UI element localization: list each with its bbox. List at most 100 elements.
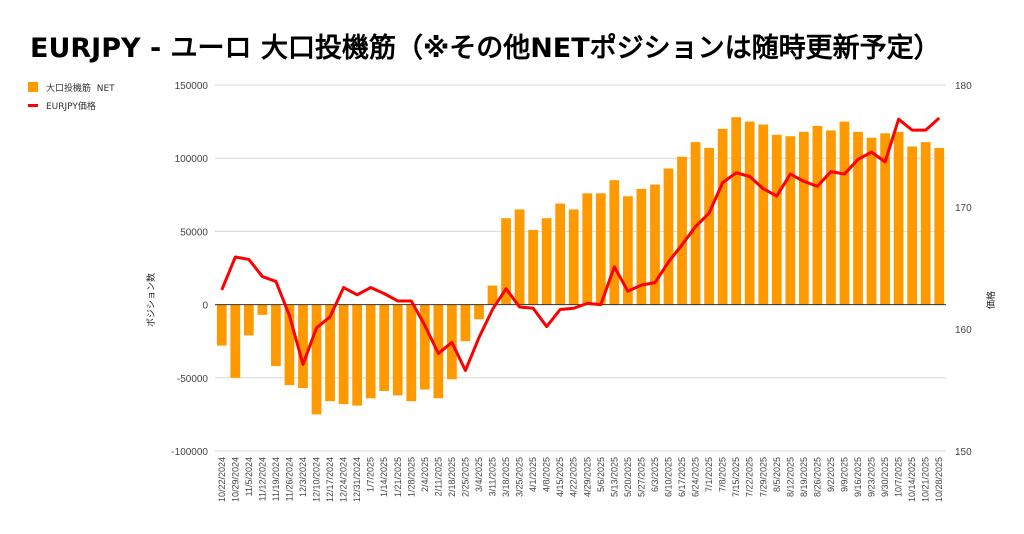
bar <box>487 285 498 305</box>
bar <box>406 304 417 402</box>
x-tick-label: 11/12/2024 <box>257 457 267 501</box>
bar <box>677 156 687 305</box>
x-tick-label: 1/28/2025 <box>406 457 416 497</box>
bar <box>284 304 295 386</box>
x-tick-label: 2/25/2025 <box>460 457 470 497</box>
bar <box>744 121 755 305</box>
bar <box>771 134 782 305</box>
legend-swatch-bar <box>28 82 38 92</box>
x-tick-label: 10/22/2024 <box>217 457 227 502</box>
bar <box>568 209 579 305</box>
legend-swatch-line <box>28 103 38 107</box>
x-tick-label: 1/14/2025 <box>379 457 389 497</box>
left-tick-label: -100000 <box>171 447 208 458</box>
bar <box>839 121 850 305</box>
left-tick-label: 50000 <box>180 227 208 238</box>
bar <box>365 304 376 399</box>
bar <box>298 304 308 389</box>
left-tick-label: 100000 <box>175 154 209 165</box>
bar <box>257 304 268 315</box>
x-tick-label: 9/9/2025 <box>839 457 849 492</box>
legend-item-price: EURJPY価格 <box>28 96 115 114</box>
bar <box>866 137 877 305</box>
x-tick-label: 5/27/2025 <box>636 457 646 497</box>
x-tick-label: 8/19/2025 <box>799 457 809 497</box>
bar <box>419 304 430 390</box>
x-tick-label: 8/26/2025 <box>812 457 822 497</box>
right-axis-title: 価格 <box>985 291 997 309</box>
x-tick-label: 10/14/2025 <box>907 457 917 502</box>
bar <box>663 168 674 305</box>
bar <box>636 188 647 305</box>
price-line <box>220 116 941 372</box>
x-tick-label: 7/8/2025 <box>718 457 728 492</box>
right-tick-label: 150 <box>955 447 972 458</box>
x-tick-label: 4/22/2025 <box>569 457 579 497</box>
bar <box>798 131 809 305</box>
bar <box>216 304 227 346</box>
x-tick-label: 3/4/2025 <box>474 457 484 492</box>
bar <box>541 218 552 305</box>
x-tick-label: 10/28/2025 <box>934 457 944 502</box>
x-tick-label: 1/21/2025 <box>393 457 403 497</box>
bar <box>853 131 863 305</box>
x-tick-label: 7/29/2025 <box>758 457 768 497</box>
x-tick-label: 12/31/2024 <box>352 457 362 502</box>
right-tick-label: 170 <box>955 203 972 214</box>
x-tick-label: 11/5/2024 <box>244 457 254 496</box>
right-tick-label: 160 <box>955 325 972 336</box>
bar <box>731 117 742 305</box>
bar <box>758 124 769 305</box>
bar <box>690 142 701 305</box>
bar <box>230 304 241 378</box>
x-tick-label: 2/11/2025 <box>433 457 443 496</box>
x-tick-label: 5/20/2025 <box>623 457 633 497</box>
bar <box>826 130 836 305</box>
x-tick-label: 2/18/2025 <box>447 457 457 497</box>
x-tick-label: 5/6/2025 <box>596 457 606 492</box>
bar <box>379 304 390 391</box>
x-tick-label: 11/19/2024 <box>271 457 281 501</box>
x-tick-label: 5/13/2025 <box>609 457 619 497</box>
x-tick-label: 3/11/2025 <box>488 457 498 496</box>
x-tick-label: 6/10/2025 <box>663 457 673 497</box>
bar <box>352 304 363 406</box>
bar <box>880 133 890 305</box>
bar <box>609 180 620 305</box>
x-tick-label: 10/29/2024 <box>230 457 240 502</box>
x-tick-label: 3/18/2025 <box>501 457 511 497</box>
bar <box>595 193 606 305</box>
legend-label-net: 大口投機筋 NET <box>46 83 115 94</box>
x-tick-label: 7/15/2025 <box>731 457 741 497</box>
bar <box>325 304 335 402</box>
bar <box>243 304 254 336</box>
x-tick-label: 12/3/2024 <box>298 457 308 497</box>
bar <box>555 203 566 305</box>
bar <box>392 304 403 396</box>
bar <box>704 147 714 305</box>
x-tick-label: 9/30/2025 <box>880 457 890 497</box>
right-tick-label: 180 <box>955 81 972 92</box>
x-tick-label: 10/21/2025 <box>921 457 931 502</box>
bar <box>650 184 660 305</box>
x-tick-label: 7/22/2025 <box>745 457 755 497</box>
x-tick-label: 6/3/2025 <box>650 457 660 492</box>
bar <box>311 304 322 415</box>
bar <box>514 209 525 305</box>
legend: 大口投機筋 NET EURJPY価格 <box>28 78 115 114</box>
x-tick-label: 9/2/2025 <box>826 457 836 492</box>
legend-label-price: EURJPY価格 <box>46 101 96 112</box>
x-tick-label: 2/4/2025 <box>420 457 430 492</box>
legend-item-net: 大口投機筋 NET <box>28 78 115 96</box>
bar <box>271 304 281 367</box>
bar <box>812 125 823 305</box>
bar <box>717 128 728 305</box>
x-tick-label: 12/17/2024 <box>325 457 335 502</box>
x-tick-label: 12/10/2024 <box>312 457 322 502</box>
x-tick-label: 4/15/2025 <box>555 457 565 497</box>
x-tick-label: 10/7/2025 <box>894 457 904 497</box>
x-tick-label: 1/7/2025 <box>366 457 376 492</box>
bar <box>528 229 538 305</box>
left-tick-label: 150000 <box>175 81 209 92</box>
